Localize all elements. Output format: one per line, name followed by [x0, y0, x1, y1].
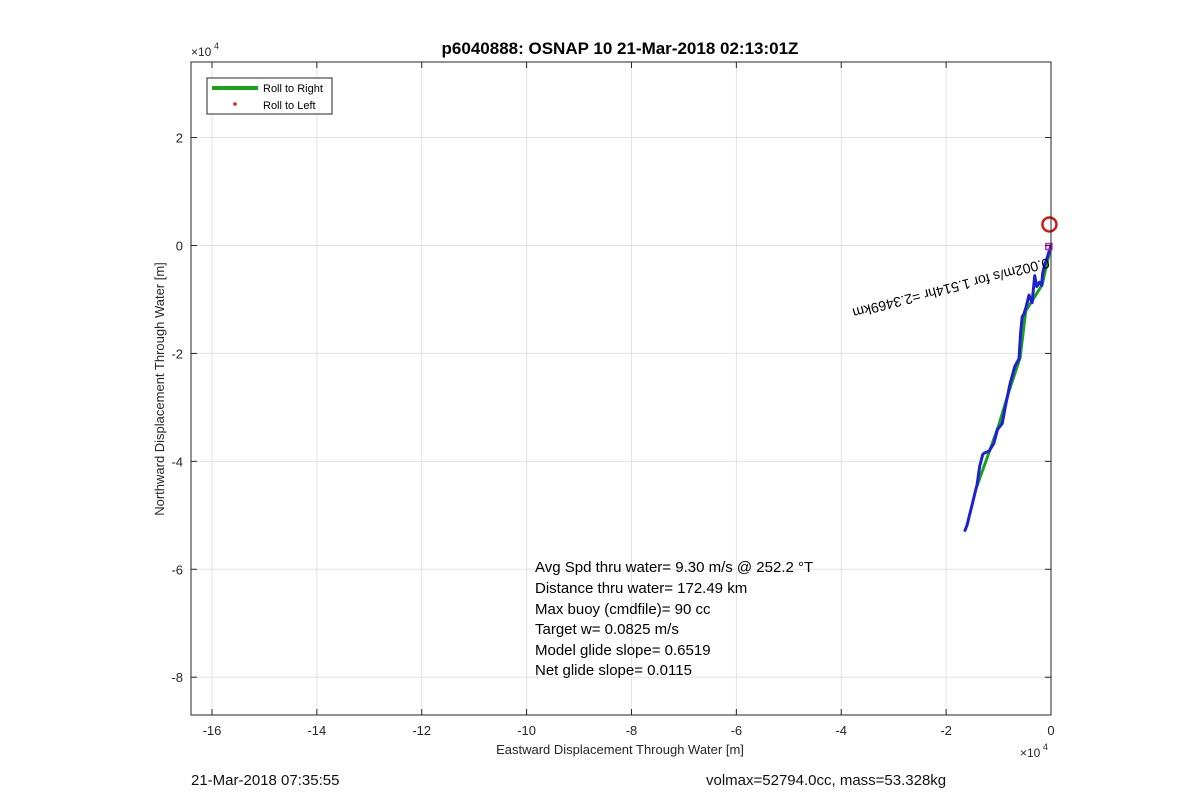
stat-target-w: Target w= 0.0825 m/s — [535, 621, 679, 638]
y-exponent-label: ×10 4 — [191, 41, 219, 59]
plot-area — [191, 62, 1051, 715]
x-tick-label: -6 — [731, 723, 743, 738]
series-line-track — [963, 244, 1053, 532]
series-layer — [963, 244, 1053, 532]
x-tick-label: -14 — [307, 723, 326, 738]
x-exponent-power: 4 — [1043, 742, 1048, 752]
axis-ticks: -16 -14 -12 -10 -8 -6 -4 -2 0 -8 -6 -4 -2 0 2 — [171, 62, 1055, 738]
y-tick-label: -4 — [171, 454, 183, 469]
y-tick-label: -6 — [171, 562, 183, 577]
stat-net-glide: Net glide slope= 0.0115 — [535, 662, 692, 679]
y-exponent-base: ×10 — [191, 45, 212, 59]
x-exponent-base: ×10 — [1020, 746, 1041, 760]
legend: Roll to Right Roll to Left — [206, 77, 333, 115]
legend-box — [206, 77, 333, 115]
x-tick-label: -16 — [203, 723, 222, 738]
marker-layer — [1041, 216, 1058, 251]
start-circle-marker — [1041, 216, 1058, 233]
stats-annotation: Avg Spd thru water= 9.30 m/s @ 252.2 °T … — [535, 559, 813, 679]
x-axis-label: Eastward Displacement Through Water [m] — [496, 742, 744, 757]
end-square-marker — [1045, 242, 1053, 251]
chart-title: p6040888: OSNAP 10 21-Mar-2018 02:13:01Z — [442, 39, 799, 58]
stat-avg-speed: Avg Spd thru water= 9.30 m/s @ 252.2 °T — [535, 559, 813, 576]
x-tick-label: -4 — [835, 723, 847, 738]
y-axis-label: Northward Displacement Through Water [m] — [152, 262, 167, 516]
footer-timestamp: 21-Mar-2018 07:35:55 — [191, 772, 340, 789]
legend-swatch-roll-left — [233, 102, 237, 106]
legend-label-roll-left: Roll to Left — [263, 100, 316, 112]
y-tick-label: 0 — [176, 238, 183, 253]
y-tick-label: -2 — [171, 346, 183, 361]
grid-lines — [191, 62, 1052, 715]
legend-label-roll-right: Roll to Right — [263, 83, 323, 95]
stat-max-buoy: Max buoy (cmdfile)= 90 cc — [535, 601, 711, 618]
stat-distance: Distance thru water= 172.49 km — [535, 580, 747, 597]
x-exponent-label: ×10 4 — [1020, 742, 1048, 760]
stat-model-glide: Model glide slope= 0.6519 — [535, 642, 711, 659]
x-tick-label: 0 — [1047, 723, 1054, 738]
y-tick-label: -8 — [171, 670, 183, 685]
y-exponent-power: 4 — [214, 41, 219, 51]
x-tick-label: -12 — [412, 723, 431, 738]
x-tick-label: -8 — [626, 723, 638, 738]
y-tick-label: 2 — [176, 131, 183, 146]
x-tick-label: -2 — [940, 723, 952, 738]
footer-volmax-mass: volmax=52794.0cc, mass=53.328kg — [706, 772, 947, 789]
plot-frame — [190, 61, 1052, 716]
x-tick-label: -10 — [517, 723, 536, 738]
